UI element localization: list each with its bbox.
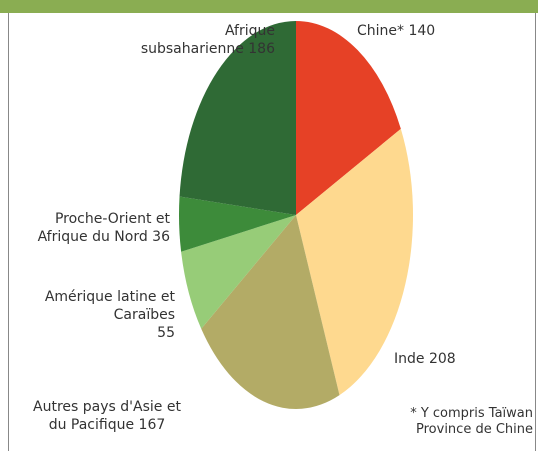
slice-name: Autres pays d'Asie et du Pacifique [33, 399, 181, 433]
slice-label: Proche-Orient et Afrique du Nord 36 [20, 210, 170, 246]
slice-label: Chine* 140 [357, 22, 497, 40]
slice-name: Proche-Orient et Afrique du Nord [37, 211, 170, 245]
slice-value: 208 [428, 351, 456, 367]
pie-slice [181, 215, 296, 329]
pie-slice [201, 215, 340, 409]
slice-value: 55 [157, 325, 175, 341]
annotation: * Y compris Taïwan Province de Chine [410, 406, 533, 437]
slice-name: Afrique subsaharienne [140, 23, 275, 57]
slice-label: Autres pays d'Asie et du Pacifique 167 [22, 398, 192, 434]
slice-value: 140 [408, 23, 436, 39]
slice-value: 186 [248, 41, 275, 57]
slice-value: 167 [138, 417, 166, 433]
pie-slice [179, 196, 296, 252]
pie-slice [179, 21, 296, 215]
slice-label: Afrique subsaharienne 186 [135, 22, 275, 58]
slice-name: Inde [394, 351, 425, 367]
slice-name: Chine* [357, 23, 405, 39]
slice-name: Amérique latine et Caraïbes [44, 289, 175, 323]
header-bar [0, 0, 538, 13]
slice-label: Amérique latine et Caraïbes 55 [40, 288, 175, 342]
slice-label: Inde 208 [394, 350, 514, 368]
pie-slice [296, 21, 401, 215]
slice-value: 36 [152, 229, 170, 245]
pie-slice [296, 128, 413, 396]
